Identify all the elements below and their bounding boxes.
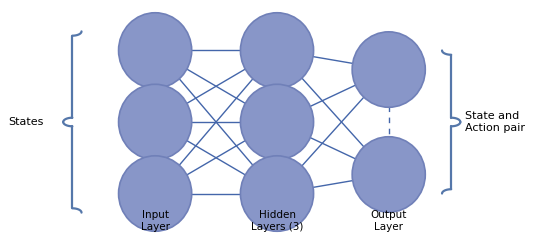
Text: Hidden
Layers (3): Hidden Layers (3) xyxy=(251,210,303,232)
Text: States: States xyxy=(8,117,43,127)
Ellipse shape xyxy=(352,32,425,107)
Ellipse shape xyxy=(241,13,314,88)
Text: Input
Layer: Input Layer xyxy=(140,210,169,232)
Text: State and
Action pair: State and Action pair xyxy=(465,111,525,133)
Ellipse shape xyxy=(118,13,192,88)
Ellipse shape xyxy=(241,156,314,231)
Text: Output
Layer: Output Layer xyxy=(370,210,407,232)
Ellipse shape xyxy=(118,84,192,160)
Ellipse shape xyxy=(352,137,425,212)
Ellipse shape xyxy=(118,156,192,231)
Ellipse shape xyxy=(241,84,314,160)
